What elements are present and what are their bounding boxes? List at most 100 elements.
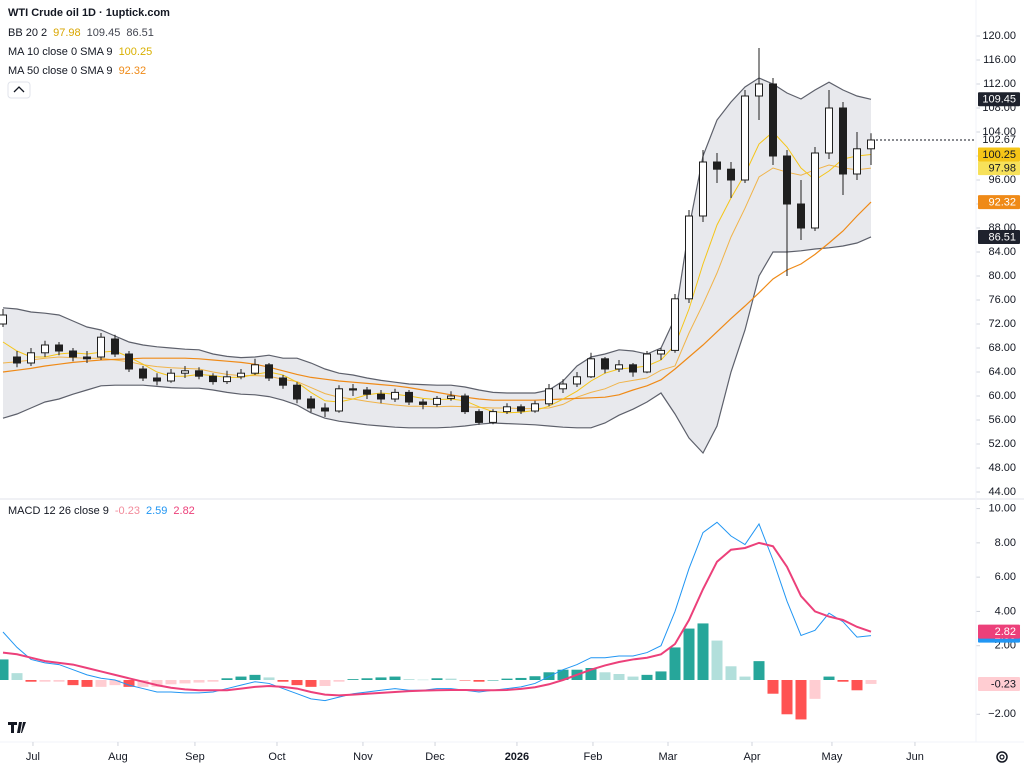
macd-histogram-bar	[837, 680, 849, 682]
macd-histogram-bar	[501, 678, 513, 680]
candle-body	[685, 215, 693, 300]
macd-histogram-bar	[753, 661, 765, 680]
candle-body	[755, 83, 763, 97]
candle-body	[181, 370, 189, 374]
x-tick-label: Aug	[108, 751, 128, 763]
last-price-label: 102.67	[982, 134, 1016, 146]
price-badge	[978, 229, 1020, 244]
macd-histogram-bar	[0, 659, 9, 680]
candle-body	[517, 406, 525, 412]
chart-title: WTI Crude oil 1D · 1uptick.com	[8, 7, 170, 19]
macd-histogram-bar	[487, 680, 499, 681]
candle-body	[601, 358, 609, 370]
candle-body	[489, 411, 497, 423]
macd-histogram-bar	[389, 676, 401, 680]
candle-body	[573, 376, 581, 385]
y-tick-label: 60.00	[988, 390, 1016, 402]
price-badge-label: 2.82	[995, 626, 1016, 638]
candle-body	[629, 364, 637, 373]
candle-body	[307, 398, 315, 409]
macd-histogram-bar	[865, 680, 877, 684]
macd-histogram-bar	[193, 680, 205, 683]
y-tick-label: 112.00	[983, 78, 1016, 90]
legend-text: 86.51	[126, 27, 154, 39]
candle-body	[111, 338, 119, 355]
candle-body	[503, 406, 511, 413]
x-tick-label: Jun	[906, 751, 924, 763]
price-badge	[978, 624, 1020, 639]
macd-histogram-bar	[109, 680, 121, 686]
y-tick-label: 2.00	[995, 640, 1016, 652]
macd-histogram-bar	[123, 680, 135, 687]
y-tick-label: 8.00	[995, 537, 1016, 549]
candle-body	[251, 364, 259, 374]
candle-body	[321, 407, 329, 412]
y-tick-label: 84.00	[988, 246, 1016, 258]
candle-body	[55, 344, 63, 352]
legend-text: 2.82	[173, 505, 194, 517]
macd-histogram-bar	[221, 678, 233, 680]
y-tick-label: 6.00	[995, 571, 1016, 583]
candle-body	[27, 352, 35, 364]
macd-histogram-bar	[263, 677, 275, 680]
macd-histogram-bar	[151, 680, 163, 687]
macd-histogram-bar	[585, 668, 597, 680]
macd-histogram-bar	[851, 680, 863, 691]
candle-body	[811, 152, 819, 229]
bb-fill	[3, 78, 871, 453]
candle-body	[461, 395, 469, 413]
candle-body	[559, 383, 567, 390]
candle-body	[825, 107, 833, 154]
macd-histogram-bar	[305, 680, 317, 687]
macd-histogram-bar	[767, 680, 779, 694]
macd-histogram-bar	[473, 680, 485, 682]
macd-histogram-bar	[165, 680, 177, 685]
candle-body	[853, 148, 861, 175]
macd-histogram-bar	[277, 680, 289, 682]
candle-body	[671, 298, 679, 351]
signal-line	[2, 541, 872, 697]
candle-body	[713, 161, 721, 170]
macd-histogram-bar	[725, 666, 737, 680]
candle-body	[587, 358, 595, 378]
candle-body	[643, 353, 651, 373]
x-tick-label: Nov	[353, 751, 373, 763]
bb-upper	[2, 77, 872, 394]
y-tick-label: 96.00	[988, 174, 1016, 186]
candle-body	[0, 314, 7, 325]
macd-histogram-bar	[557, 669, 569, 680]
macd-histogram-bar	[291, 680, 303, 686]
macd-pane: −2.00 2.00 4.00 6.00 8.00 10.00 -0.23 2.59 2.82	[0, 502, 1020, 720]
macd-histogram-bar	[613, 674, 625, 680]
macd-histogram-bar	[375, 677, 387, 680]
candle-body	[167, 372, 175, 382]
macd-histogram-bar	[809, 680, 821, 699]
macd-histogram-bar	[599, 672, 611, 680]
y-tick-label: 56.00	[988, 414, 1016, 426]
y-tick-label: 116.00	[983, 54, 1016, 66]
candle-body	[447, 395, 455, 399]
macd-histogram-bar	[25, 680, 37, 682]
ma50-line	[2, 201, 872, 401]
macd-histogram-bar	[739, 676, 751, 680]
bb-lower	[2, 236, 872, 455]
candle-body	[125, 353, 133, 370]
macd-histogram-bar	[445, 678, 457, 680]
candle-body	[279, 377, 287, 386]
candle-body	[769, 83, 777, 157]
candle-body	[475, 411, 483, 423]
candle-body	[783, 155, 791, 205]
price-badge-label: 97.98	[988, 163, 1016, 175]
y-tick-label: −2.00	[988, 708, 1016, 720]
macd-histogram-bar	[67, 680, 79, 686]
price-badge	[978, 147, 1020, 162]
price-badge-label: 86.51	[988, 231, 1016, 243]
price-badge	[978, 92, 1020, 107]
settings-gear[interactable]	[996, 751, 1008, 763]
legend-text: 92.32	[119, 65, 147, 77]
y-tick-label: 104.00	[982, 126, 1016, 138]
candle-body	[69, 350, 77, 358]
candle-body	[699, 161, 707, 217]
collapse-button[interactable]	[7, 81, 31, 99]
y-tick-label: 76.00	[988, 294, 1016, 306]
